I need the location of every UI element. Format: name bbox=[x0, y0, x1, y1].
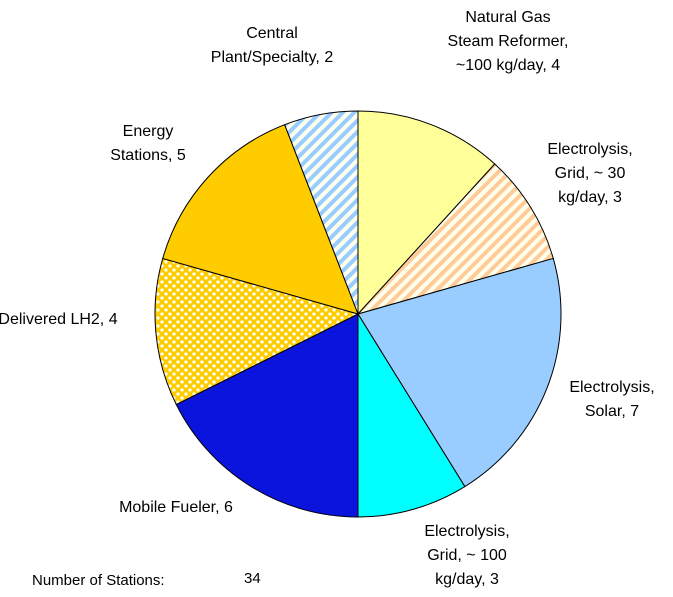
pie-slice bbox=[357, 312, 466, 518]
value-label: 5 bbox=[176, 147, 186, 164]
value-label: 3 bbox=[489, 571, 499, 588]
value-label: 4 bbox=[551, 57, 561, 74]
slice-label: Energy Stations, 5 bbox=[101, 120, 196, 168]
category-label: Energy Stations, bbox=[110, 123, 174, 164]
total-value: 34 bbox=[244, 570, 261, 587]
slice-label: Central Plant/Specialty, 2 bbox=[205, 22, 340, 70]
pie-slice bbox=[357, 257, 562, 488]
value-label: 2 bbox=[324, 49, 334, 66]
slice-label: Natural Gas Steam Reformer, ~100 kg/day,… bbox=[446, 6, 571, 78]
category-label: Electrolysis, Grid, ~ 100 kg/day, bbox=[424, 523, 510, 588]
category-label: Electrolysis, Solar, bbox=[569, 379, 655, 420]
pie-slice bbox=[284, 110, 359, 315]
value-label: 3 bbox=[612, 189, 622, 206]
value-label: 6 bbox=[224, 499, 233, 516]
pie-slice bbox=[357, 110, 496, 316]
category-label: Electrolysis, Grid, ~ 30 kg/day, bbox=[547, 141, 633, 206]
slice-label: Electrolysis, Grid, ~ 100 kg/day, 3 bbox=[412, 520, 522, 592]
value-label: 4 bbox=[108, 311, 118, 328]
slice-label: Delivered LH2, 4 bbox=[0, 308, 121, 332]
category-label: Delivered LH2, bbox=[0, 311, 105, 328]
slice-label: Mobile Fueler, 6 bbox=[114, 496, 239, 520]
pie-slice bbox=[162, 124, 359, 315]
slice-label: Electrolysis, Grid, ~ 30 kg/day, 3 bbox=[535, 138, 645, 210]
pie-slice bbox=[154, 257, 360, 406]
pie-slice bbox=[175, 313, 359, 518]
pie-slice bbox=[356, 163, 554, 315]
total-label: Number of Stations: bbox=[32, 572, 165, 589]
category-label: Natural Gas Steam Reformer, ~100 kg/day, bbox=[447, 9, 569, 74]
value-label: 7 bbox=[630, 403, 640, 420]
slice-label: Electrolysis, Solar, 7 bbox=[557, 376, 667, 424]
category-label: Central Plant/Specialty, bbox=[210, 25, 320, 66]
category-label: Mobile Fueler, bbox=[119, 499, 220, 516]
